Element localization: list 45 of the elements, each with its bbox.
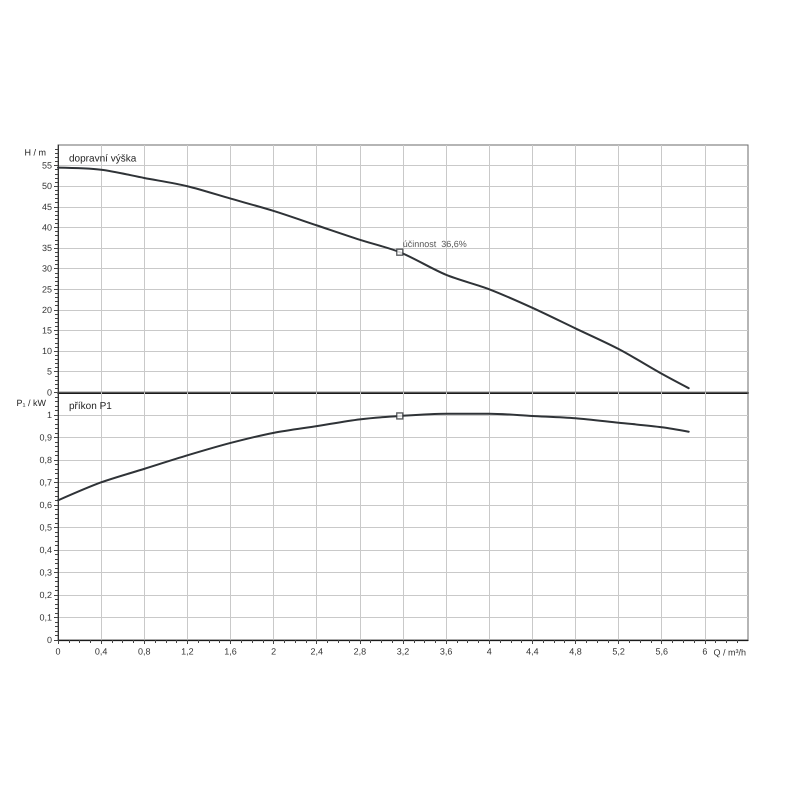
x-tick-label: 0: [55, 646, 61, 656]
x-tick-label: 4,4: [526, 646, 539, 656]
y-tick-label: 0,4: [39, 544, 52, 555]
y-tick-label: 0,3: [39, 567, 52, 578]
x-tick-label: 0,4: [94, 646, 108, 656]
y-tick-label: 25: [42, 284, 52, 294]
x-tick-label: 5,2: [612, 646, 625, 656]
text: příkon P1: [69, 400, 112, 412]
y-tick-label: 1: [46, 410, 52, 420]
x-tick-label: 3,2: [396, 646, 410, 656]
y-tick-label: 35: [42, 243, 52, 254]
y-tick-label: 10: [42, 346, 52, 356]
x-tick-label: 1,6: [224, 646, 237, 656]
y-tick-label: 20: [42, 304, 52, 315]
x-tick-label: 3,6: [440, 646, 452, 656]
y-tick-label: 55: [42, 160, 52, 171]
x-tick-label: 4,8: [569, 646, 582, 656]
y-axis-title: H / m: [24, 148, 46, 158]
x-tick-label: 2,4: [310, 646, 324, 656]
x-tick-label: 4: [486, 646, 492, 656]
text: dopravní výška: [69, 154, 137, 164]
y-tick-label: 15: [42, 325, 52, 336]
y-tick-label: 0: [46, 387, 52, 398]
y-tick-label: 0,6: [39, 500, 52, 510]
y-tick-label: 0,1: [39, 612, 52, 622]
y-tick-label: 45: [42, 202, 52, 212]
annotation: účinnost 36,6%: [402, 239, 467, 250]
y-tick-label: 0,5: [39, 522, 52, 532]
x-tick-label: 0,8: [138, 646, 151, 656]
y-tick-label: 0,2: [39, 590, 52, 600]
y-tick-label: 0,8: [39, 454, 52, 465]
x-tick-label: 2,8: [354, 646, 366, 656]
y-axis-title: P₁ / kW: [16, 398, 46, 408]
x-axis-title: Q / m³/h: [713, 648, 746, 658]
x-tick-label: 1,2: [181, 646, 194, 656]
y-tick-label: 0: [46, 635, 52, 645]
x-tick-label: 5,6: [655, 646, 668, 656]
x-tick-label: 6: [702, 646, 708, 656]
y-tick-label: 50: [42, 181, 52, 192]
y-tick-label: 5: [46, 366, 52, 377]
y-tick-label: 30: [42, 264, 52, 274]
y-tick-label: 40: [42, 222, 52, 232]
x-tick-label: 2: [271, 646, 276, 656]
y-tick-label: 0,7: [39, 477, 52, 488]
y-tick-label: 0,9: [39, 432, 52, 442]
